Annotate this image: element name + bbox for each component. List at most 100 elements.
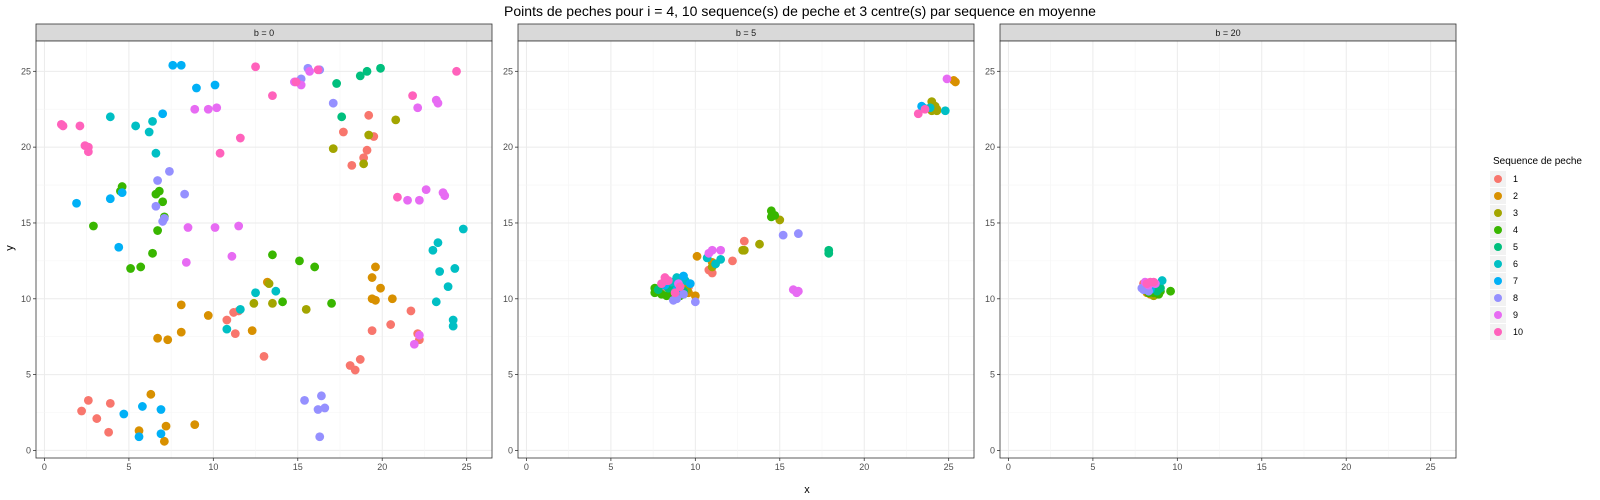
- facet-panels: b = 0 0 5 10 15 20 25 0 5 10 15 20 25 b = 5 0 5 10 15 20 25…: [21, 23, 1457, 472]
- data-point-series-1: [92, 414, 102, 423]
- data-point-series-1: [386, 320, 396, 329]
- data-point-series-10: [291, 77, 301, 87]
- data-point-series-9: [212, 103, 222, 113]
- data-point-series-7: [119, 409, 129, 419]
- data-point-series-9: [413, 103, 423, 113]
- data-point-series-1: [83, 395, 93, 405]
- data-point-series-4: [770, 210, 780, 220]
- data-point-series-9: [793, 286, 803, 296]
- data-point-series-6: [443, 282, 453, 292]
- data-point-series-10: [452, 66, 461, 76]
- y-tick-label: 20: [985, 142, 995, 152]
- x-axis-title: x: [804, 484, 810, 496]
- y-tick-label: 10: [985, 294, 995, 304]
- data-point-series-10: [251, 62, 260, 72]
- data-point-series-2: [376, 283, 385, 293]
- legend-key-9: [1494, 311, 1502, 319]
- data-point-series-4: [89, 221, 98, 231]
- data-point-series-1: [350, 365, 360, 375]
- data-point-series-1: [406, 306, 416, 316]
- data-point-series-4: [153, 226, 163, 235]
- data-point-series-1: [362, 145, 372, 155]
- data-point-series-7: [685, 279, 695, 289]
- data-point-series-2: [176, 327, 186, 337]
- x-tick-label: 15: [1257, 462, 1267, 472]
- data-point-series-8: [328, 98, 338, 108]
- legend-key-10: [1494, 328, 1502, 336]
- data-point-series-7: [192, 83, 201, 93]
- data-point-series-4: [268, 250, 277, 260]
- data-point-series-7: [138, 402, 147, 411]
- data-point-series-4: [662, 291, 672, 301]
- data-point-series-8: [690, 297, 700, 307]
- data-point-series-6: [131, 121, 141, 131]
- legend-label-4: 4: [1513, 225, 1518, 235]
- data-point-series-4: [310, 262, 320, 272]
- x-tick-label: 0: [1006, 462, 1011, 472]
- data-point-series-2: [176, 300, 186, 310]
- facet-strip-label: b = 5: [736, 28, 756, 38]
- data-point-series-10: [657, 279, 666, 289]
- data-point-series-8: [313, 405, 323, 414]
- legend-key-5: [1494, 243, 1502, 251]
- data-point-series-3: [364, 130, 374, 140]
- data-point-series-8: [793, 229, 803, 238]
- data-point-series-6: [144, 127, 154, 137]
- legend-label-3: 3: [1513, 208, 1518, 218]
- x-tick-label: 10: [690, 462, 700, 472]
- data-point-series-3: [264, 279, 274, 289]
- data-point-series-2: [146, 389, 156, 399]
- panel-border: [35, 40, 493, 459]
- data-point-series-1: [338, 127, 348, 137]
- data-point-series-10: [313, 65, 323, 75]
- y-tick-label: 20: [21, 142, 31, 152]
- data-point-series-10: [663, 276, 673, 285]
- data-point-series-10: [215, 148, 225, 158]
- data-point-series-6: [433, 238, 443, 248]
- data-point-series-1: [739, 236, 749, 246]
- y-tick-label: 25: [985, 66, 995, 76]
- data-point-series-3: [359, 159, 369, 169]
- data-point-series-5: [376, 63, 385, 73]
- y-tick-label: 15: [985, 218, 995, 228]
- data-point-series-6: [450, 264, 460, 273]
- data-point-series-9: [227, 251, 237, 261]
- data-point-series-8: [315, 432, 325, 442]
- data-point-series-9: [403, 195, 412, 205]
- data-point-series-9: [305, 66, 314, 76]
- x-tick-label: 25: [1426, 462, 1436, 472]
- data-point-series-10: [670, 288, 680, 298]
- data-point-series-9: [421, 185, 431, 195]
- data-point-series-7: [114, 242, 124, 252]
- points: [56, 60, 468, 446]
- data-point-series-4: [154, 186, 164, 196]
- data-point-series-9: [707, 245, 717, 255]
- data-point-series-9: [716, 245, 726, 255]
- data-point-series-9: [440, 191, 450, 201]
- x-tick-label: 15: [775, 462, 785, 472]
- data-point-series-3: [755, 239, 764, 249]
- data-point-series-1: [230, 329, 240, 339]
- panel-border: [999, 40, 1457, 459]
- y-tick-label: 0: [26, 445, 31, 455]
- facet-strip-label: b = 0: [254, 28, 274, 38]
- y-tick-label: 5: [508, 370, 513, 380]
- data-point-series-10: [268, 91, 277, 100]
- data-point-series-8: [159, 214, 169, 223]
- data-point-series-2: [367, 273, 377, 282]
- data-point-series-10: [920, 104, 930, 114]
- x-tick-label: 25: [462, 462, 472, 472]
- data-point-series-4: [136, 262, 146, 272]
- data-point-series-9: [942, 74, 952, 84]
- y-tick-label: 5: [990, 370, 995, 380]
- data-point-series-7: [117, 188, 127, 198]
- facet-panel: b = 5 0 5 10 15 20 25 0 5 10 15 20 25: [503, 23, 975, 472]
- data-point-series-2: [247, 326, 257, 336]
- data-point-series-10: [235, 133, 245, 143]
- x-tick-label: 0: [524, 462, 529, 472]
- data-point-series-10: [1145, 277, 1155, 287]
- data-point-series-7: [679, 271, 688, 281]
- legend-key-7: [1494, 277, 1502, 285]
- data-point-series-10: [75, 121, 85, 131]
- points: [1137, 276, 1175, 301]
